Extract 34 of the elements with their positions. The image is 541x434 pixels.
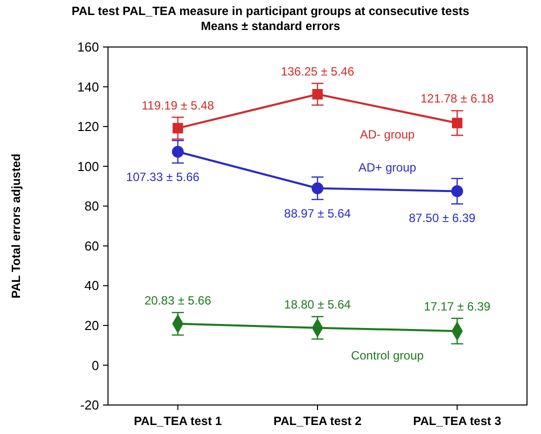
y-tick-label: 100: [77, 158, 99, 174]
y-tick-label: 60: [84, 238, 99, 254]
chart-subtitle: Means ± standard errors: [200, 19, 340, 33]
y-tick-label: 120: [77, 119, 99, 134]
data-label: 88.97 ± 5.64: [284, 206, 352, 220]
data-label: 18.80 ± 5.64: [284, 298, 352, 312]
series-label: Control group: [350, 348, 424, 362]
y-tick-label: 0: [92, 358, 99, 373]
point: [312, 88, 323, 100]
x-tick-label: PAL_TEA test 2: [273, 414, 362, 428]
data-label: 119.19 ± 5.48: [142, 98, 214, 112]
y-tick-label: -20: [80, 398, 99, 413]
data-label: 87.50 ± 6.39: [408, 210, 476, 225]
x-tick-label: PAL_TEA test 3: [413, 414, 502, 428]
y-tick-label: 160: [77, 40, 99, 55]
data-label: 20.83 ± 5.66: [144, 294, 212, 308]
x-tick-label: PAL_TEA test 1: [134, 414, 222, 428]
y-axis-title: PAL Total errors adjusted: [9, 154, 23, 298]
y-tick-label: 140: [77, 79, 99, 94]
point: [172, 146, 184, 158]
point: [451, 185, 464, 198]
data-label: 121.78 ± 6.18: [420, 92, 494, 106]
data-label: 107.33 ± 5.66: [126, 170, 200, 184]
y-tick-label: 20: [84, 318, 99, 333]
series-label: AD- group: [360, 128, 415, 142]
data-label: 136.25 ± 5.46: [280, 64, 354, 78]
series-label: AD+ group: [358, 160, 417, 175]
point: [312, 182, 324, 194]
point: [172, 122, 184, 134]
data-label: 17.17 ± 6.39: [424, 299, 491, 314]
chart-title: PAL test PAL_TEA measure in participant groups at consecutive tests: [72, 4, 470, 18]
point: [452, 118, 462, 128]
y-tick-label: 40: [84, 278, 99, 294]
y-tick-label: 80: [84, 198, 99, 214]
